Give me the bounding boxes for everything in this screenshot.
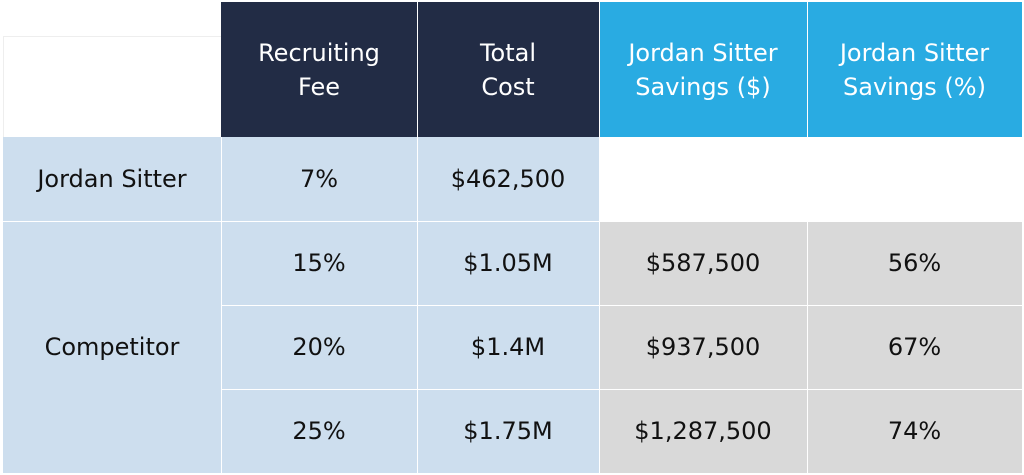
competitor-savings-dollars-value: $1,287,500 (634, 417, 772, 445)
competitor-savings-percent-cell: 56% (807, 221, 1022, 305)
column-divider (599, 2, 600, 473)
header-recruiting-fee: Recruiting Fee (221, 2, 417, 137)
competitor-fee-cell: 25% (221, 389, 417, 473)
competitor-fee-value: 15% (292, 249, 346, 277)
header-savings-percent-text: Jordan Sitter Savings (%) (839, 38, 990, 101)
competitor-savings-percent-value: 74% (887, 417, 942, 445)
header-savings-percent: Jordan Sitter Savings (%) (807, 2, 1022, 137)
competitor-cost-cell: $1.05M (417, 221, 599, 305)
corner-gridline-left (3, 36, 4, 137)
jordan-cost-value: $462,500 (450, 165, 566, 193)
header-savings-dollars-text: Jordan Sitter Savings ($) (628, 38, 778, 101)
competitor-savings-dollars-value: $937,500 (645, 333, 761, 361)
competitor-fee-cell: 20% (221, 305, 417, 389)
competitor-savings-percent-cell: 67% (807, 305, 1022, 389)
competitor-savings-dollars-cell: $937,500 (599, 305, 807, 389)
jordan-fee-value: 7% (299, 165, 339, 193)
header-savings-dollars: Jordan Sitter Savings ($) (599, 2, 807, 137)
competitor-savings-dollars-cell: $587,500 (599, 221, 807, 305)
column-divider (807, 2, 808, 473)
competitor-savings-dollars-value: $587,500 (645, 249, 761, 277)
jordan-savings-percent-cell (807, 137, 1022, 221)
row-label-competitor-text: Competitor (44, 333, 180, 361)
row-divider (3, 221, 1022, 222)
competitor-cost-cell: $1.4M (417, 305, 599, 389)
row-divider (221, 305, 1022, 306)
competitor-fee-value: 20% (292, 333, 346, 361)
competitor-cost-value: $1.75M (463, 417, 553, 445)
row-divider (221, 389, 1022, 390)
corner-gridline-top (3, 36, 221, 37)
jordan-fee-cell: 7% (221, 137, 417, 221)
competitor-savings-percent-cell: 74% (807, 389, 1022, 473)
header-total-cost: Total Cost (417, 2, 599, 137)
competitor-fee-value: 25% (292, 417, 346, 445)
header-recruiting-fee-text: Recruiting Fee (258, 38, 380, 101)
column-divider (417, 2, 418, 473)
column-divider (221, 137, 222, 473)
competitor-savings-dollars-cell: $1,287,500 (599, 389, 807, 473)
competitor-savings-percent-value: 67% (887, 333, 942, 361)
competitor-cost-cell: $1.75M (417, 389, 599, 473)
competitor-fee-cell: 15% (221, 221, 417, 305)
row-label-jordan-sitter: Jordan Sitter (3, 137, 221, 221)
jordan-cost-cell: $462,500 (417, 137, 599, 221)
header-total-cost-text: Total Cost (479, 38, 537, 101)
competitor-savings-percent-value: 56% (887, 249, 942, 277)
row-label-competitor: Competitor (3, 221, 221, 473)
competitor-cost-value: $1.05M (463, 249, 553, 277)
jordan-savings-dollars-cell (599, 137, 807, 221)
competitor-cost-value: $1.4M (470, 333, 546, 361)
row-label-jordan-sitter-text: Jordan Sitter (37, 165, 187, 193)
